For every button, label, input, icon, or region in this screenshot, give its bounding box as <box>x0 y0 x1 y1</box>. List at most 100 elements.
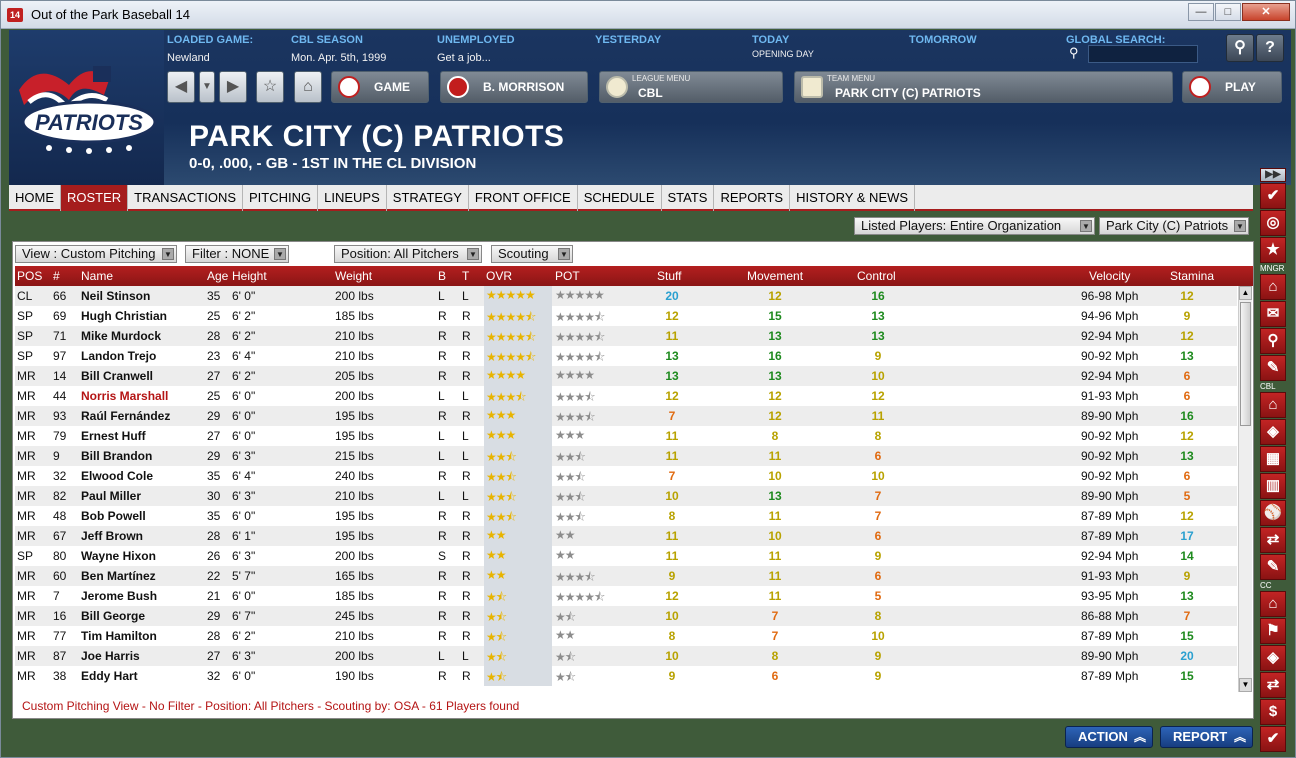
global-search-input[interactable] <box>1088 45 1198 63</box>
cell-name[interactable]: Norris Marshall <box>81 389 169 403</box>
sidebar-icon-15[interactable]: ⌂ <box>1260 591 1286 617</box>
col-bats[interactable]: B <box>438 269 447 283</box>
table-row[interactable]: MR 82 Paul Miller 30 6' 3" 210 lbs L L ★★⯪ ★★⯪ 10 1… <box>15 486 1237 506</box>
table-row[interactable]: MR 87 Joe Harris 27 6' 3" 200 lbs L L ★⯪ ★⯪ 10 8 9 89… <box>15 646 1237 666</box>
cell-name[interactable]: Landon Trejo <box>81 349 157 363</box>
tab-schedule[interactable]: SCHEDULE <box>578 185 662 211</box>
table-row[interactable]: MR 14 Bill Cranwell 27 6' 2" 205 lbs R R ★★★★ ★★★… <box>15 366 1237 386</box>
col-movement[interactable]: Movement <box>747 269 804 283</box>
cell-name[interactable]: Bill Cranwell <box>81 369 154 383</box>
tab-roster[interactable]: ROSTER <box>61 185 129 211</box>
filter-dropdown[interactable]: Filter : NONE ▼ <box>185 245 289 263</box>
cell-name[interactable]: Paul Miller <box>81 489 142 503</box>
cell-name[interactable]: Mike Murdock <box>81 329 162 343</box>
sidebar-icon-6[interactable]: ⚲ <box>1260 328 1286 354</box>
scroll-up-icon[interactable]: ▲ <box>1239 286 1252 300</box>
cell-name[interactable]: Raúl Fernández <box>81 409 171 423</box>
search-icon[interactable]: ⚲ <box>1226 34 1254 62</box>
manager-menu-button[interactable]: B. MORRISON <box>440 71 588 103</box>
tab-transactions[interactable]: TRANSACTIONS <box>128 185 244 211</box>
team-logo[interactable]: PATRIOTS <box>9 30 164 185</box>
sidebar-icon-19[interactable]: $ <box>1260 699 1286 725</box>
table-row[interactable]: MR 9 Bill Brandon 29 6' 3" 215 lbs L L ★★⯪ ★★⯪ 11 1… <box>15 446 1237 466</box>
history-dropdown-button[interactable]: ▼ <box>199 71 215 103</box>
table-row[interactable]: MR 38 Eddy Hart 32 6' 0" 190 lbs R R ★⯪ ★⯪ 9 6 9 87-8… <box>15 666 1237 686</box>
table-row[interactable]: MR 60 Ben Martínez 22 5' 7" 165 lbs R R ★★ ★★★⯪ 9 1… <box>15 566 1237 586</box>
table-row[interactable]: MR 67 Jeff Brown 28 6' 1" 195 lbs R R ★★ ★★ 11 10 6 8… <box>15 526 1237 546</box>
game-menu-button[interactable]: GAME <box>331 71 429 103</box>
tab-lineups[interactable]: LINEUPS <box>318 185 387 211</box>
action-button[interactable]: ACTION ︽ <box>1065 726 1153 748</box>
table-row[interactable]: MR 32 Elwood Cole 35 6' 4" 240 lbs R R ★★⯪ ★★⯪ 7 10… <box>15 466 1237 486</box>
col-number[interactable]: # <box>53 269 60 283</box>
sidebar-icon-4[interactable]: ⌂ <box>1260 274 1286 300</box>
table-row[interactable]: MR 48 Bob Powell 35 6' 0" 195 lbs R R ★★⯪ ★★⯪ 8 11 7… <box>15 506 1237 526</box>
favorite-star-icon[interactable]: ☆ <box>256 71 284 103</box>
minimize-button[interactable]: — <box>1188 3 1214 21</box>
forward-button[interactable]: ▶ <box>219 71 247 103</box>
sidebar-icon-18[interactable]: ⇄ <box>1260 672 1286 698</box>
sidebar-icon-7[interactable]: ✎ <box>1260 355 1286 381</box>
table-scrollbar[interactable]: ▲ ▼ <box>1238 286 1252 692</box>
table-row[interactable]: SP 80 Wayne Hixon 26 6' 3" 200 lbs S R ★★ ★★ 11 11 9… <box>15 546 1237 566</box>
play-button[interactable]: PLAY <box>1182 71 1282 103</box>
scouting-dropdown[interactable]: Scouting ▼ <box>491 245 573 263</box>
col-control[interactable]: Control <box>857 269 896 283</box>
cell-name[interactable]: Hugh Christian <box>81 309 167 323</box>
tomorrow-info[interactable]: TOMORROW <box>909 34 977 46</box>
scroll-down-icon[interactable]: ▼ <box>1239 678 1252 692</box>
team-menu-button[interactable]: TEAM MENU PARK CITY (C) PATRIOTS <box>794 71 1173 103</box>
cell-name[interactable]: Neil Stinson <box>81 289 151 303</box>
tab-history-news[interactable]: HISTORY & NEWS <box>790 185 916 211</box>
maximize-button[interactable]: □ <box>1215 3 1241 21</box>
report-button[interactable]: REPORT ︽ <box>1160 726 1253 748</box>
table-row[interactable]: CL 66 Neil Stinson 35 6' 0" 200 lbs L L ★★★★★ ★★★… <box>15 286 1237 306</box>
cell-name[interactable]: Joe Harris <box>81 649 140 663</box>
sidebar-icon-1[interactable]: ✔ <box>1260 183 1286 209</box>
unemployed-link[interactable]: Get a job... <box>437 52 491 64</box>
col-stamina[interactable]: Stamina <box>1170 269 1215 283</box>
table-row[interactable]: MR 93 Raúl Fernández 29 6' 0" 195 lbs R R ★★★ ★★★… <box>15 406 1237 426</box>
col-age[interactable]: Age <box>207 269 229 283</box>
cell-name[interactable]: Ben Martínez <box>81 569 156 583</box>
cell-name[interactable]: Tim Hamilton <box>81 629 157 643</box>
sidebar-icon-11[interactable]: ▥ <box>1260 473 1286 499</box>
tab-home[interactable]: HOME <box>9 185 61 211</box>
sidebar-icon-9[interactable]: ◈ <box>1260 419 1286 445</box>
col-stuff[interactable]: Stuff <box>657 269 682 283</box>
close-button[interactable]: ✕ <box>1242 3 1290 21</box>
cell-name[interactable]: Elwood Cole <box>81 469 153 483</box>
cell-name[interactable]: Eddy Hart <box>81 669 138 683</box>
table-row[interactable]: MR 16 Bill George 29 6' 7" 245 lbs R R ★⯪ ★⯪ 10 7 8 8… <box>15 606 1237 626</box>
col-pot[interactable]: POT <box>555 269 580 283</box>
cell-name[interactable]: Bill George <box>81 609 146 623</box>
tab-stats[interactable]: STATS <box>662 185 715 211</box>
table-row[interactable]: MR 79 Ernest Huff 27 6' 0" 195 lbs L L ★★★ ★★★ 11 8… <box>15 426 1237 446</box>
sidebar-icon-0[interactable]: ▶▶ <box>1260 168 1286 182</box>
sidebar-icon-12[interactable]: ⚾ <box>1260 500 1286 526</box>
scroll-thumb[interactable] <box>1240 302 1251 426</box>
cell-name[interactable]: Wayne Hixon <box>81 549 156 563</box>
team-select-dropdown[interactable]: Park City (C) Patriots ▼ <box>1099 217 1249 235</box>
sidebar-icon-3[interactable]: ★ <box>1260 237 1286 263</box>
sidebar-icon-20[interactable]: ✔ <box>1260 726 1286 752</box>
cell-name[interactable]: Jerome Bush <box>81 589 158 603</box>
table-row[interactable]: MR 7 Jerome Bush 21 6' 0" 185 lbs R R ★⯪ ★★★★⯪ 12 1… <box>15 586 1237 606</box>
tab-reports[interactable]: REPORTS <box>714 185 791 211</box>
tab-pitching[interactable]: PITCHING <box>243 185 319 211</box>
sidebar-icon-5[interactable]: ✉ <box>1260 301 1286 327</box>
league-menu-button[interactable]: LEAGUE MENU CBL <box>599 71 783 103</box>
sidebar-icon-16[interactable]: ⚑ <box>1260 618 1286 644</box>
sidebar-icon-17[interactable]: ◈ <box>1260 645 1286 671</box>
cell-name[interactable]: Ernest Huff <box>81 429 146 443</box>
col-ovr[interactable]: OVR <box>486 269 513 283</box>
col-pos[interactable]: POS <box>17 269 43 283</box>
sidebar-icon-8[interactable]: ⌂ <box>1260 392 1286 418</box>
table-row[interactable]: MR 44 Norris Marshall 25 6' 0" 200 lbs L L ★★★⯪ ★… <box>15 386 1237 406</box>
cell-name[interactable]: Bill Brandon <box>81 449 153 463</box>
help-icon[interactable]: ? <box>1256 34 1284 62</box>
col-velocity[interactable]: Velocity <box>1089 269 1131 283</box>
sidebar-icon-2[interactable]: ◎ <box>1260 210 1286 236</box>
today-info[interactable]: TODAY OPENING DAY <box>752 34 814 59</box>
table-row[interactable]: SP 69 Hugh Christian 25 6' 2" 185 lbs R R ★★★★⯪ ★… <box>15 306 1237 326</box>
